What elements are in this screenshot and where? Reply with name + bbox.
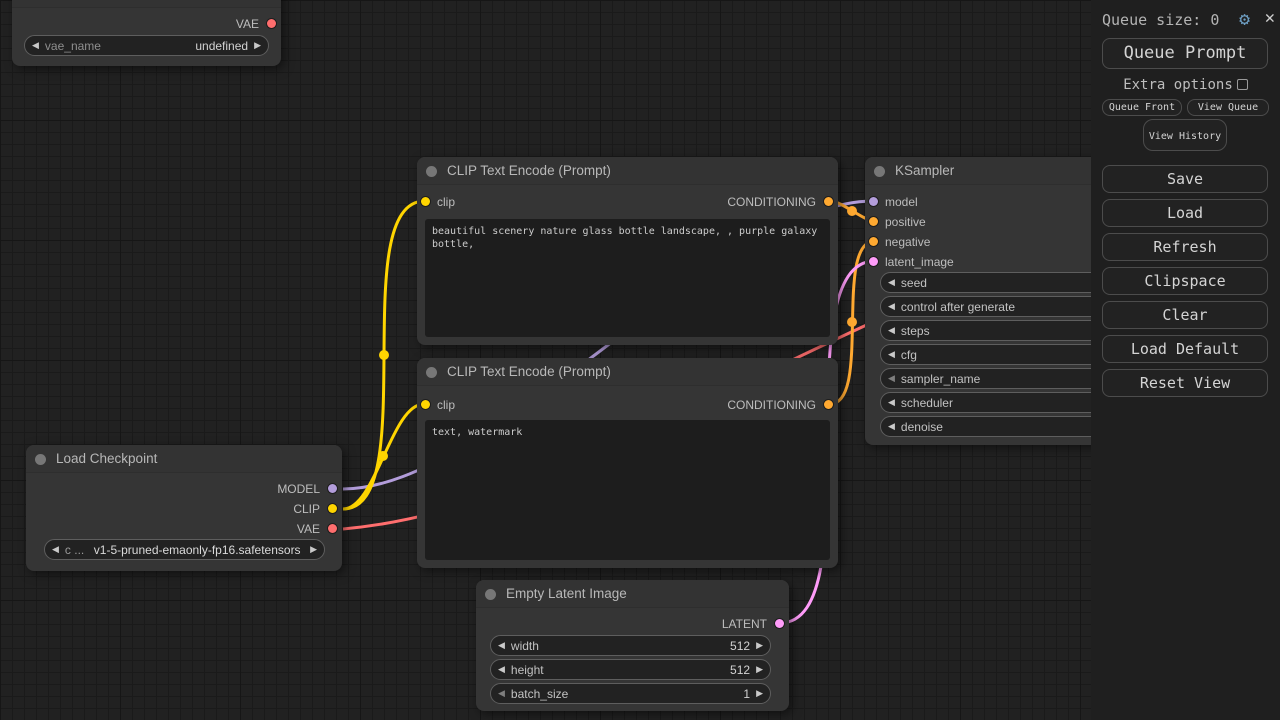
save-button[interactable]: Save — [1102, 165, 1268, 193]
right-arrow-icon[interactable]: ▶ — [756, 640, 763, 650]
view-queue-button[interactable]: View Queue — [1187, 99, 1269, 116]
output-slot-vae[interactable] — [328, 524, 337, 533]
collapse-dot-icon[interactable] — [35, 453, 46, 465]
output-label-clip: CLIP — [293, 502, 320, 516]
input-label-clip: clip — [437, 398, 456, 412]
collapse-dot-icon[interactable] — [485, 588, 496, 600]
input-label-positive: positive — [885, 215, 926, 229]
prompt-text-input[interactable]: beautiful scenery nature glass bottle la… — [425, 219, 830, 337]
left-arrow-icon[interactable]: ◀ — [498, 664, 505, 674]
node-title-bar[interactable]: CLIP Text Encode (Prompt) — [417, 157, 838, 185]
left-arrow-icon[interactable]: ◀ — [888, 277, 895, 287]
right-arrow-icon[interactable]: ▶ — [756, 664, 763, 674]
input-label-negative: negative — [885, 235, 931, 249]
view-history-button[interactable]: View History — [1143, 119, 1227, 151]
widget-label: batch_size — [510, 686, 569, 701]
left-arrow-icon[interactable]: ◀ — [888, 421, 895, 431]
node-title-bar[interactable]: CLIP Text Encode (Prompt) — [417, 358, 838, 386]
output-label-vae: VAE — [296, 522, 320, 536]
widget-value: 1 — [743, 686, 751, 701]
widget-label: width — [510, 638, 539, 653]
queue-size-label: Queue size: 0 — [1102, 11, 1220, 29]
widget-batch-size[interactable]: ◀ batch_size 1 ▶ — [490, 683, 771, 704]
output-label-model: MODEL — [277, 482, 320, 496]
extra-options-checkbox[interactable] — [1236, 79, 1248, 90]
left-arrow-icon[interactable]: ◀ — [888, 301, 895, 311]
widget-width[interactable]: ◀ width 512 ▶ — [490, 635, 771, 656]
node-clip-text-encode-negative[interactable]: CLIP Text Encode (Prompt) clip CONDITION… — [417, 358, 838, 568]
widget-value: 512 — [730, 638, 751, 653]
node-vae-loader[interactable]: VAE ◀ vae_name undefined ▶ — [12, 0, 281, 66]
node-title-bar[interactable] — [12, 0, 281, 8]
refresh-button[interactable]: Refresh — [1102, 233, 1268, 261]
node-title: CLIP Text Encode (Prompt) — [447, 163, 611, 178]
load-default-button[interactable]: Load Default — [1102, 335, 1268, 363]
node-title: Empty Latent Image — [506, 586, 627, 601]
clipspace-button[interactable]: Clipspace — [1102, 267, 1268, 295]
clear-button[interactable]: Clear — [1102, 301, 1268, 329]
left-arrow-icon[interactable]: ◀ — [498, 640, 505, 650]
left-arrow-icon[interactable]: ◀ — [888, 397, 895, 407]
right-arrow-icon[interactable]: ▶ — [756, 688, 763, 698]
left-arrow-icon[interactable]: ◀ — [888, 349, 895, 359]
collapse-dot-icon[interactable] — [874, 165, 885, 177]
left-arrow-icon[interactable]: ◀ — [32, 40, 39, 50]
collapse-dot-icon[interactable] — [426, 165, 437, 177]
node-load-checkpoint[interactable]: Load Checkpoint MODEL CLIP VAE ◀ c ... v… — [26, 445, 342, 571]
input-label-latent-image: latent_image — [885, 255, 954, 269]
node-empty-latent-image[interactable]: Empty Latent Image LATENT ◀ width 512 ▶ … — [476, 580, 789, 711]
widget-label: c ... — [64, 542, 85, 557]
input-label-model: model — [885, 195, 918, 209]
comfy-menu-panel: Queue size: 0 ⚙ ✕ Queue Prompt Extra opt… — [1091, 0, 1280, 720]
output-label-conditioning: CONDITIONING — [727, 398, 816, 412]
output-slot-latent[interactable] — [775, 619, 784, 628]
load-button[interactable]: Load — [1102, 199, 1268, 227]
right-arrow-icon[interactable]: ▶ — [310, 544, 317, 554]
reset-view-button[interactable]: Reset View — [1102, 369, 1268, 397]
widget-value: 512 — [730, 662, 751, 677]
input-slot-positive[interactable] — [869, 217, 878, 226]
widget-ckpt-name[interactable]: ◀ c ... v1-5-pruned-emaonly-fp16.safeten… — [44, 539, 325, 560]
input-slot-clip[interactable] — [421, 400, 430, 409]
prompt-text-input[interactable]: text, watermark — [425, 420, 830, 560]
left-arrow-icon[interactable]: ◀ — [888, 373, 895, 383]
node-title-bar[interactable]: Empty Latent Image — [476, 580, 789, 608]
node-clip-text-encode-positive[interactable]: CLIP Text Encode (Prompt) clip CONDITION… — [417, 157, 838, 345]
output-slot-conditioning[interactable] — [824, 400, 833, 409]
input-slot-model[interactable] — [869, 197, 878, 206]
node-title: Load Checkpoint — [56, 451, 158, 466]
extra-options-label: Extra options — [1123, 77, 1233, 93]
left-arrow-icon[interactable]: ◀ — [498, 688, 505, 698]
widget-value: undefined — [195, 38, 249, 53]
output-slot-vae[interactable] — [267, 19, 276, 28]
input-label-clip: clip — [437, 195, 456, 209]
output-label-conditioning: CONDITIONING — [727, 195, 816, 209]
node-title: CLIP Text Encode (Prompt) — [447, 364, 611, 379]
right-arrow-icon[interactable]: ▶ — [254, 40, 261, 50]
node-title-bar[interactable]: Load Checkpoint — [26, 445, 342, 473]
input-slot-clip[interactable] — [421, 197, 430, 206]
left-arrow-icon[interactable]: ◀ — [52, 544, 59, 554]
settings-gear-icon[interactable]: ⚙ — [1239, 9, 1250, 30]
input-slot-latent-image[interactable] — [869, 257, 878, 266]
widget-vae-name[interactable]: ◀ vae_name undefined ▶ — [24, 35, 269, 56]
left-arrow-icon[interactable]: ◀ — [888, 325, 895, 335]
output-label-vae: VAE — [235, 17, 259, 31]
widget-value: v1-5-pruned-emaonly-fp16.safetensors — [93, 542, 301, 557]
output-slot-model[interactable] — [328, 484, 337, 493]
widget-label: height — [510, 662, 544, 677]
close-icon[interactable]: ✕ — [1264, 8, 1275, 28]
queue-front-button[interactable]: Queue Front — [1102, 99, 1182, 116]
collapse-dot-icon[interactable] — [426, 366, 437, 378]
output-slot-clip[interactable] — [328, 504, 337, 513]
queue-prompt-button[interactable]: Queue Prompt — [1102, 38, 1268, 69]
input-slot-negative[interactable] — [869, 237, 878, 246]
node-title: KSampler — [895, 163, 955, 178]
output-slot-conditioning[interactable] — [824, 197, 833, 206]
widget-label: vae_name — [44, 38, 101, 53]
output-label-latent: LATENT — [721, 617, 767, 631]
widget-height[interactable]: ◀ height 512 ▶ — [490, 659, 771, 680]
